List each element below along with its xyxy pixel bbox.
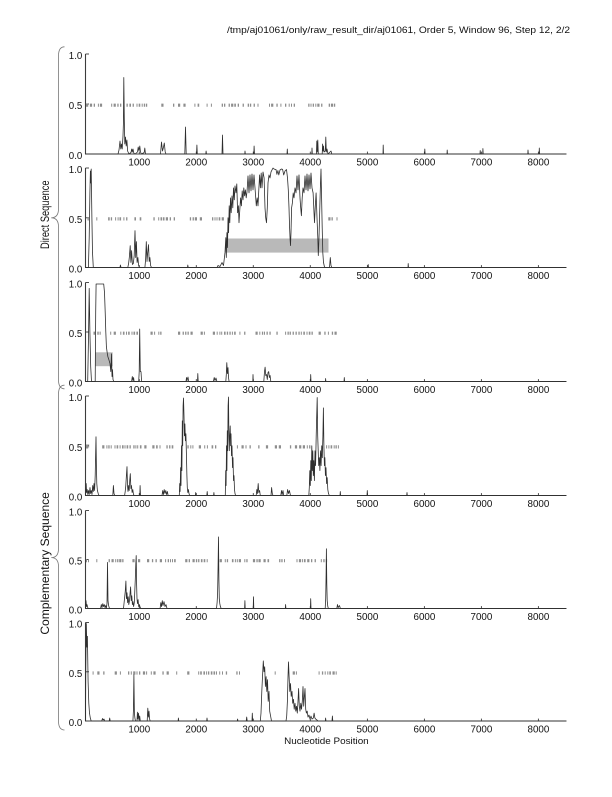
svg-text:8000: 8000 bbox=[528, 612, 550, 623]
svg-text:0.0: 0.0 bbox=[69, 493, 83, 504]
svg-text:3000: 3000 bbox=[242, 158, 264, 169]
svg-text:1000: 1000 bbox=[128, 385, 150, 396]
svg-text:5000: 5000 bbox=[357, 612, 379, 623]
svg-text:7000: 7000 bbox=[471, 158, 493, 169]
svg-text:2000: 2000 bbox=[185, 725, 207, 736]
svg-text:5000: 5000 bbox=[357, 271, 379, 282]
svg-text:8000: 8000 bbox=[528, 385, 550, 396]
svg-text:6000: 6000 bbox=[414, 612, 436, 623]
svg-text:0.0: 0.0 bbox=[69, 606, 83, 617]
svg-text:7000: 7000 bbox=[471, 612, 493, 623]
svg-text:8000: 8000 bbox=[528, 499, 550, 510]
svg-text:7000: 7000 bbox=[471, 499, 493, 510]
svg-text:1000: 1000 bbox=[128, 158, 150, 169]
svg-text:0.0: 0.0 bbox=[69, 151, 83, 162]
svg-text:5000: 5000 bbox=[357, 725, 379, 736]
svg-text:2000: 2000 bbox=[185, 271, 207, 282]
svg-text:3000: 3000 bbox=[242, 499, 264, 510]
svg-text:8000: 8000 bbox=[528, 725, 550, 736]
svg-text:1.0: 1.0 bbox=[69, 393, 83, 404]
svg-text:Direct Sequence: Direct Sequence bbox=[38, 180, 52, 249]
svg-text:Complementary Sequence: Complementary Sequence bbox=[38, 492, 52, 635]
svg-text:4000: 4000 bbox=[299, 725, 321, 736]
svg-text:3000: 3000 bbox=[242, 271, 264, 282]
svg-text:6000: 6000 bbox=[414, 385, 436, 396]
svg-text:4000: 4000 bbox=[299, 385, 321, 396]
svg-text:0.0: 0.0 bbox=[69, 265, 83, 276]
svg-text:4000: 4000 bbox=[299, 612, 321, 623]
svg-text:1.0: 1.0 bbox=[69, 280, 83, 291]
svg-text:4000: 4000 bbox=[299, 499, 321, 510]
svg-text:7000: 7000 bbox=[471, 271, 493, 282]
svg-text:5000: 5000 bbox=[357, 499, 379, 510]
svg-text:7000: 7000 bbox=[471, 725, 493, 736]
svg-text:1000: 1000 bbox=[128, 612, 150, 623]
svg-text:0.0: 0.0 bbox=[69, 718, 83, 729]
svg-text:3000: 3000 bbox=[242, 612, 264, 623]
svg-text:4000: 4000 bbox=[299, 158, 321, 169]
svg-text:5000: 5000 bbox=[357, 385, 379, 396]
svg-text:1000: 1000 bbox=[128, 499, 150, 510]
svg-text:2000: 2000 bbox=[185, 612, 207, 623]
svg-text:3000: 3000 bbox=[242, 385, 264, 396]
svg-text:0.5: 0.5 bbox=[69, 329, 83, 340]
svg-text:4000: 4000 bbox=[299, 271, 321, 282]
svg-text:8000: 8000 bbox=[528, 271, 550, 282]
svg-text:3000: 3000 bbox=[242, 725, 264, 736]
svg-text:1.0: 1.0 bbox=[69, 51, 83, 62]
svg-text:6000: 6000 bbox=[414, 158, 436, 169]
svg-text:/tmp/aj01061/only/raw_result_d: /tmp/aj01061/only/raw_result_dir/aj01061… bbox=[227, 25, 570, 35]
svg-text:1000: 1000 bbox=[128, 725, 150, 736]
svg-text:5000: 5000 bbox=[357, 158, 379, 169]
svg-text:1000: 1000 bbox=[128, 271, 150, 282]
svg-text:8000: 8000 bbox=[528, 158, 550, 169]
svg-text:2000: 2000 bbox=[185, 385, 207, 396]
svg-text:0.5: 0.5 bbox=[69, 101, 83, 112]
svg-text:6000: 6000 bbox=[414, 499, 436, 510]
svg-text:1.0: 1.0 bbox=[69, 620, 83, 631]
svg-text:0.5: 0.5 bbox=[69, 669, 83, 680]
svg-text:0.5: 0.5 bbox=[69, 215, 83, 226]
svg-text:6000: 6000 bbox=[414, 725, 436, 736]
svg-text:0.0: 0.0 bbox=[69, 379, 83, 390]
svg-text:1.0: 1.0 bbox=[69, 165, 83, 176]
svg-text:1.0: 1.0 bbox=[69, 508, 83, 519]
svg-text:6000: 6000 bbox=[414, 271, 436, 282]
svg-text:0.5: 0.5 bbox=[69, 557, 83, 568]
svg-text:Nucleotide Position: Nucleotide Position bbox=[284, 735, 369, 746]
svg-text:2000: 2000 bbox=[185, 158, 207, 169]
svg-text:2000: 2000 bbox=[185, 499, 207, 510]
svg-text:7000: 7000 bbox=[471, 385, 493, 396]
svg-text:0.5: 0.5 bbox=[69, 443, 83, 454]
